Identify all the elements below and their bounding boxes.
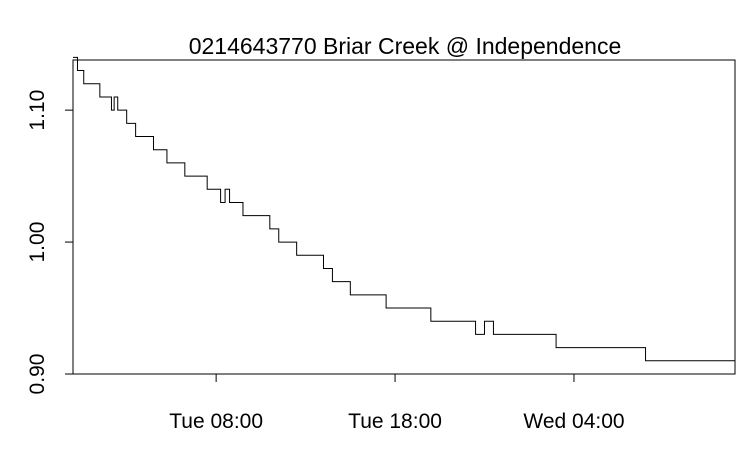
x-tick-label: Tue 18:00 [348, 410, 442, 433]
y-axis: 0.90 1.00 1.10 [26, 90, 73, 395]
chart-title: 0214643770 Briar Creek @ Independence [189, 33, 622, 59]
y-tick-label: 1.00 [26, 222, 49, 263]
x-axis: Tue 08:00 Tue 18:00 Wed 04:00 [169, 374, 625, 433]
plot-frame [72, 59, 736, 375]
x-tick-label: Tue 08:00 [169, 410, 263, 433]
x-tick-label: Wed 04:00 [523, 410, 624, 433]
y-tick-label: 1.10 [26, 90, 49, 131]
series-line [73, 56, 736, 374]
y-tick-label: 0.90 [26, 354, 49, 395]
